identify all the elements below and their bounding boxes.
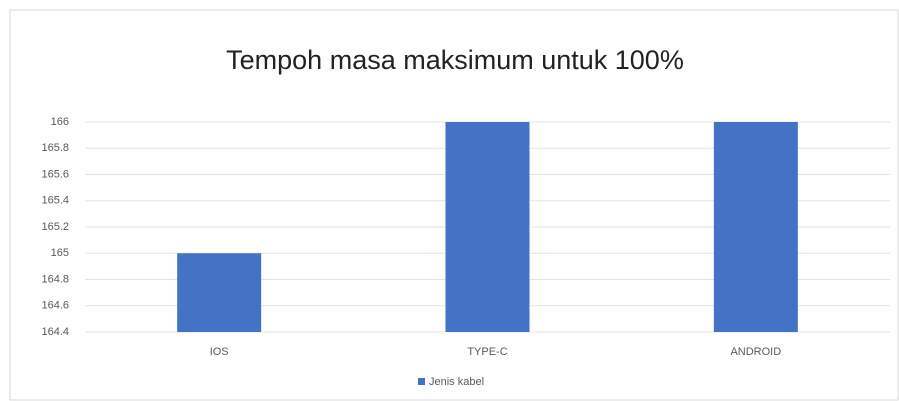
y-tick-label: 165.4 (41, 195, 69, 207)
y-tick-label: 165.2 (41, 221, 69, 233)
chart-title: Tempoh masa maksimum untuk 100% (226, 45, 684, 75)
y-tick-label: 166 (51, 116, 69, 128)
legend-label: Jenis kabel (429, 376, 484, 388)
bar (445, 122, 530, 332)
y-tick-label: 164.8 (41, 273, 69, 285)
y-tick-label: 165 (51, 247, 69, 259)
x-tick-label: ANDROID (730, 346, 781, 358)
y-tick-label: 165.6 (41, 168, 69, 180)
y-tick-label: 165.8 (41, 142, 69, 154)
legend-swatch (418, 378, 425, 385)
x-tick-label: IOS (210, 346, 229, 358)
bar (177, 253, 262, 332)
x-tick-label: TYPE-C (467, 346, 507, 358)
bar (713, 122, 798, 332)
y-tick-label: 164.4 (41, 326, 69, 338)
y-tick-label: 164.6 (41, 300, 69, 312)
